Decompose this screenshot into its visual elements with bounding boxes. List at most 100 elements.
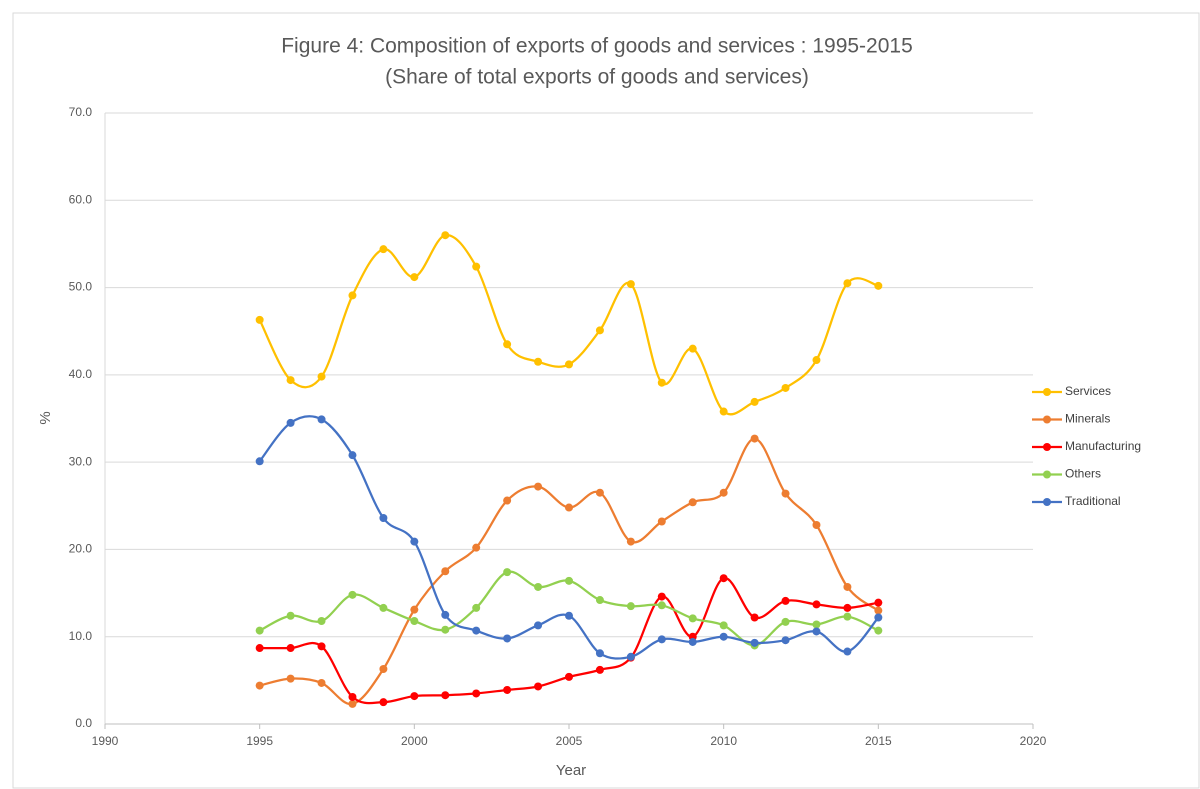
legend-label: Others <box>1065 467 1101 481</box>
data-point <box>719 621 728 630</box>
data-point <box>379 603 388 612</box>
data-point <box>565 611 573 620</box>
y-tick-label: 70.0 <box>69 105 93 119</box>
data-point <box>874 598 883 607</box>
data-point <box>441 610 450 619</box>
data-point <box>286 418 295 427</box>
data-point <box>441 231 450 240</box>
data-point <box>534 621 543 630</box>
data-point <box>626 602 635 611</box>
chart-title: Figure 4: Composition of exports of good… <box>281 35 913 58</box>
data-point <box>410 273 419 282</box>
data-point <box>317 642 326 651</box>
data-point <box>657 635 666 644</box>
legend-marker <box>1043 443 1051 451</box>
y-axis-title: % <box>37 411 54 424</box>
data-point <box>348 590 357 599</box>
data-point <box>719 407 728 416</box>
data-point <box>781 383 790 392</box>
data-point <box>781 596 790 605</box>
data-point <box>688 614 697 623</box>
data-point <box>534 357 543 366</box>
data-point <box>255 457 264 466</box>
data-point <box>719 574 728 583</box>
data-point <box>472 262 481 271</box>
data-point <box>286 644 295 653</box>
data-point <box>472 626 481 635</box>
data-point <box>595 665 604 674</box>
data-point <box>565 503 573 512</box>
data-point <box>812 600 821 609</box>
data-point <box>255 644 264 653</box>
y-tick-label: 10.0 <box>69 629 93 643</box>
data-point <box>472 603 481 612</box>
y-tick-label: 40.0 <box>69 367 93 381</box>
data-point <box>843 603 852 612</box>
legend-label: Services <box>1065 384 1111 398</box>
data-point <box>472 689 481 698</box>
data-point <box>688 344 697 353</box>
data-point <box>441 567 450 576</box>
data-point <box>317 617 326 626</box>
legend-label: Manufacturing <box>1065 439 1141 453</box>
data-point <box>503 568 512 577</box>
data-point <box>348 699 357 708</box>
data-point <box>565 672 573 681</box>
data-point <box>874 613 883 622</box>
x-tick-label: 2005 <box>556 734 583 748</box>
x-tick-label: 1990 <box>92 734 119 748</box>
y-tick-label: 30.0 <box>69 454 93 468</box>
data-point <box>503 634 512 643</box>
legend-label: Traditional <box>1065 494 1121 508</box>
data-point <box>843 279 852 288</box>
legend-marker <box>1043 498 1051 506</box>
data-point <box>565 360 573 369</box>
data-point <box>503 496 512 505</box>
data-point <box>626 652 635 661</box>
data-point <box>781 617 790 626</box>
data-point <box>750 434 759 443</box>
data-point <box>286 611 295 620</box>
data-point <box>657 517 666 526</box>
data-point <box>719 488 728 497</box>
data-point <box>595 596 604 605</box>
data-point <box>565 576 573 585</box>
data-point <box>286 674 295 683</box>
data-point <box>379 698 388 707</box>
data-point <box>874 606 883 615</box>
data-point <box>843 582 852 591</box>
data-point <box>595 649 604 658</box>
y-tick-label: 50.0 <box>69 280 93 294</box>
legend-marker <box>1043 470 1051 479</box>
data-point <box>657 601 666 610</box>
data-point <box>750 397 759 406</box>
data-point <box>719 632 728 641</box>
data-point <box>503 340 512 349</box>
data-point <box>441 691 450 700</box>
chart-frame <box>12 12 1200 789</box>
data-point <box>595 488 604 497</box>
x-tick-label: 2020 <box>1020 734 1047 748</box>
data-point <box>812 356 821 365</box>
data-point <box>441 625 450 634</box>
y-tick-label: 60.0 <box>69 192 93 206</box>
legend-marker <box>1043 388 1051 396</box>
data-point <box>410 617 419 626</box>
data-point <box>317 415 326 424</box>
data-point <box>286 376 295 385</box>
x-tick-label: 1995 <box>246 734 273 748</box>
data-point <box>874 626 883 635</box>
data-point <box>255 315 264 324</box>
chart-subtitle: (Share of total exports of goods and ser… <box>385 66 809 89</box>
data-point <box>657 378 666 387</box>
legend-marker <box>1043 415 1051 424</box>
data-point <box>534 582 543 591</box>
data-point <box>472 543 481 552</box>
data-point <box>410 605 419 614</box>
data-point <box>781 489 790 498</box>
data-point <box>688 498 697 507</box>
data-point <box>750 638 759 647</box>
data-point <box>843 647 852 656</box>
data-point <box>626 280 635 289</box>
